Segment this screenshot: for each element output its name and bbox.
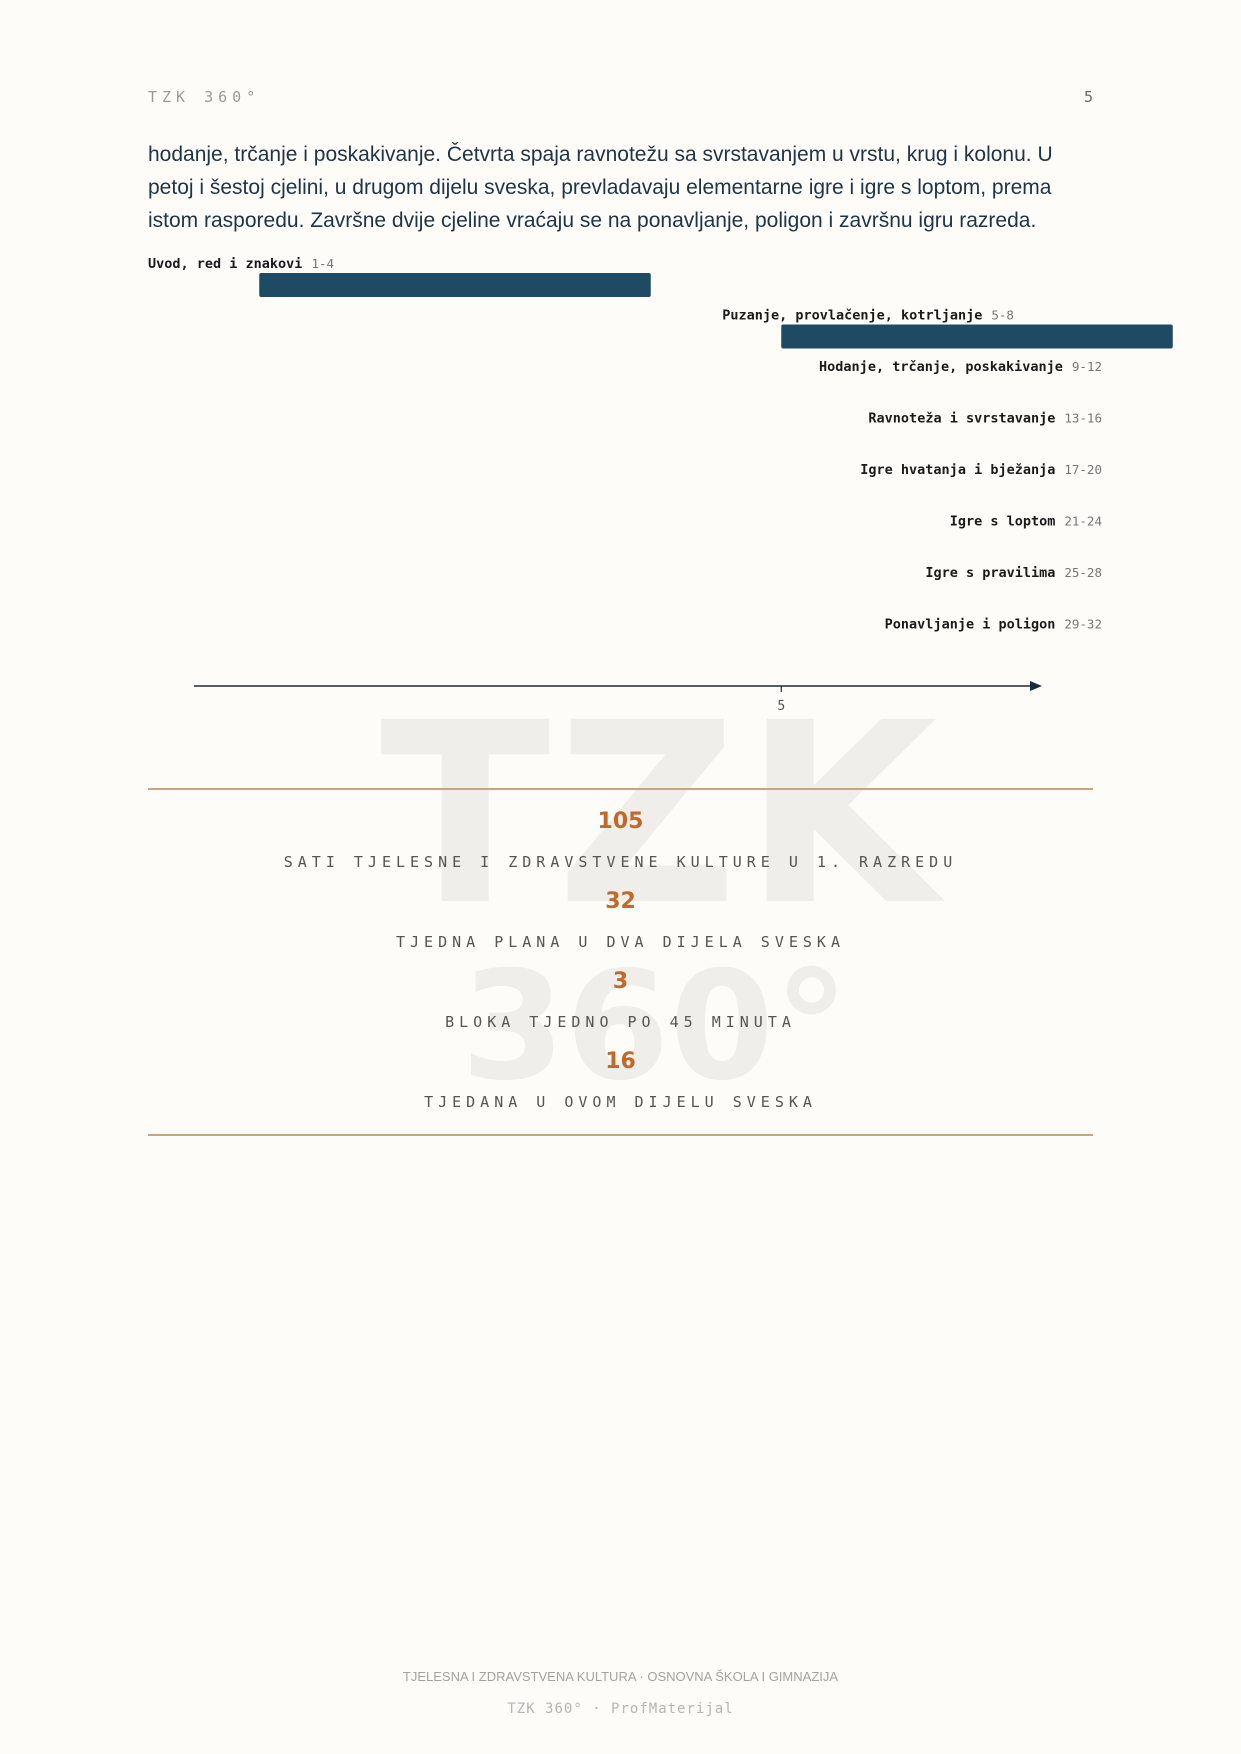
gantt-row-label: Igre s pravilima 25-28 <box>925 565 1102 581</box>
stat-value: 32 <box>605 889 636 914</box>
stat-block: 3 BLOKA TJEDNO PO 45 MINUTA <box>148 968 1093 1032</box>
x-tick-label: 5 <box>777 699 785 714</box>
running-head: TZK 360° <box>148 88 261 106</box>
gantt-row-label: Hodanje, trčanje, poskakivanje 9-12 <box>819 359 1102 375</box>
footer-subject: TJELESNA I ZDRAVSTVENA KULTURA · OSNOVNA… <box>402 1669 839 1684</box>
gantt-unit-range: 1-4 <box>311 256 334 271</box>
gantt-row-label: Puzanje, provlačenje, kotrljanje 5-8 <box>722 308 1014 324</box>
gantt-unit-title: Igre s loptom <box>950 514 1056 530</box>
gantt-row-label: Igre s loptom 21-24 <box>950 514 1102 530</box>
gantt-unit-title: Uvod, red i znakovi <box>148 256 302 272</box>
stat-block: 32 TJEDNA PLANA U DVA DIJELA SVESKA <box>148 888 1093 952</box>
gantt-row-label: Igre hvatanja i bježanja 17-20 <box>860 462 1102 478</box>
gantt-chart: Uvod, red i znakovi 1-4 Puzanje, provlačen… <box>148 256 1173 714</box>
gantt-unit-title: Ponavljanje i poligon <box>885 617 1056 633</box>
gantt-unit-range: 17-20 <box>1064 462 1102 477</box>
gantt-unit-range: 5-8 <box>991 308 1014 323</box>
gantt-unit-title: Igre s pravilima <box>925 565 1055 581</box>
footer-brand: TZK 360° · ProfMaterijal <box>507 1701 734 1717</box>
body-paragraph: hodanje, trčanje i poskakivanje. Četvrta… <box>148 143 1053 232</box>
gantt-unit-title: Hodanje, trčanje, poskakivanje <box>819 359 1063 375</box>
gantt-row-label: Ravnoteža i svrstavanje 13-16 <box>868 411 1102 427</box>
stat-label: TJEDANA U OVOM DIJELU SVESKA <box>424 1093 817 1111</box>
gantt-unit-range: 21-24 <box>1064 514 1102 529</box>
stat-block: 105 SATI TJELESNE I ZDRAVSTVENE KULTURE … <box>148 808 1093 872</box>
stat-label: SATI TJELESNE I ZDRAVSTVENE KULTURE U 1.… <box>283 853 958 871</box>
gantt-unit-range: 13-16 <box>1064 411 1102 426</box>
gantt-unit-title: Ravnoteža i svrstavanje <box>868 411 1055 427</box>
stat-label: BLOKA TJEDNO PO 45 MINUTA <box>445 1013 796 1031</box>
gantt-unit-range: 25-28 <box>1064 565 1102 580</box>
page-number: 5 <box>1083 88 1093 106</box>
x-axis-arrow <box>1030 681 1042 691</box>
gantt-unit-title: Igre hvatanja i bježanja <box>860 462 1055 478</box>
stat-value: 3 <box>612 969 629 994</box>
gantt-bar <box>259 273 651 297</box>
gantt-unit-range: 29-32 <box>1064 617 1102 632</box>
gantt-unit-range: 9-12 <box>1072 359 1102 374</box>
stat-label: TJEDNA PLANA U DVA DIJELA SVESKA <box>396 933 845 951</box>
gantt-row-label: Uvod, red i znakovi 1-4 <box>148 256 334 272</box>
stats-top-rule <box>148 788 1093 790</box>
stat-value: 16 <box>605 1049 636 1074</box>
stats-bottom-rule <box>148 1134 1093 1136</box>
gantt-bar <box>781 324 1173 349</box>
gantt-row-label: Ponavljanje i poligon 29-32 <box>885 617 1102 633</box>
gantt-unit-title: Puzanje, provlačenje, kotrljanje <box>722 308 982 324</box>
stat-block: 16 TJEDANA U OVOM DIJELU SVESKA <box>148 1048 1093 1112</box>
stat-value: 105 <box>597 809 644 834</box>
